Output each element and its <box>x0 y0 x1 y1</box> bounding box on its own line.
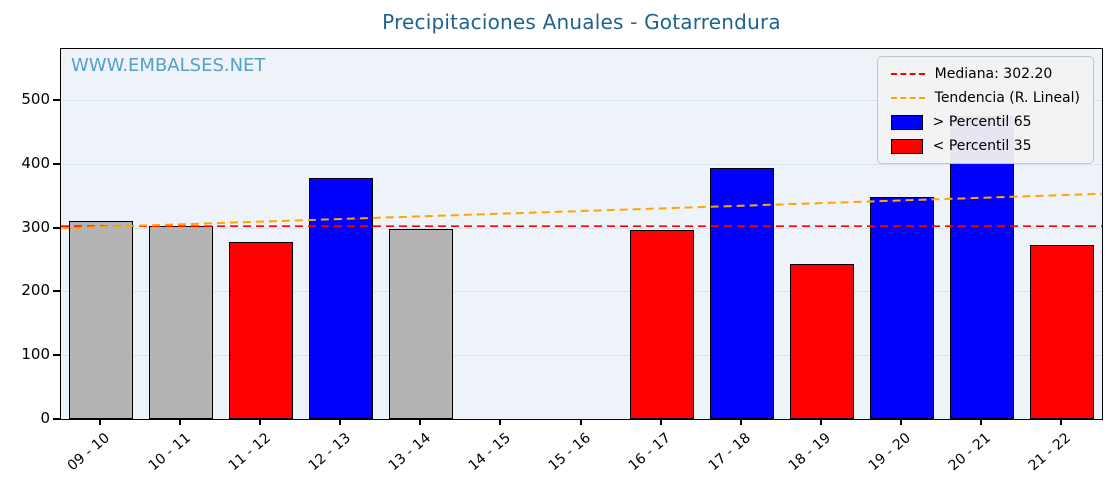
median-line-sample <box>890 73 925 75</box>
bar-16-17 <box>629 229 694 419</box>
legend-item-above-percentile: > Percentil 65 <box>890 114 1080 130</box>
bar-12-13 <box>309 177 374 419</box>
x-tick-label: 10 - 11 <box>145 430 194 475</box>
legend-label-trend: Tendencia (R. Lineal) <box>934 90 1080 106</box>
x-tick-label: 19 - 20 <box>865 430 915 475</box>
bar-09-10 <box>69 221 133 419</box>
y-tick-mark <box>53 162 60 165</box>
bar-18-19 <box>789 264 854 419</box>
x-tick-label: 20 - 21 <box>945 430 995 475</box>
bar-21-22 <box>1030 244 1094 419</box>
y-tick-label: 500 <box>21 90 50 108</box>
y-tick-mark <box>53 354 60 357</box>
trend-line <box>61 192 1102 230</box>
chart-title: Precipitaciones Anuales - Gotarrendura <box>382 10 781 34</box>
bar-19-20 <box>869 197 934 419</box>
legend: Mediana: 302.20 Tendencia (R. Lineal) > … <box>876 56 1094 164</box>
x-tick-mark <box>339 419 342 425</box>
x-tick-mark <box>739 419 742 425</box>
legend-item-below-percentile: < Percentil 35 <box>890 138 1080 154</box>
x-tick-label: 17 - 18 <box>705 430 754 475</box>
x-tick-mark <box>99 419 101 425</box>
legend-item-median: Mediana: 302.20 <box>890 66 1080 82</box>
gridline <box>61 100 1102 101</box>
y-tick-mark <box>53 226 60 229</box>
gridline <box>61 355 1102 357</box>
legend-label-below-percentile: < Percentil 35 <box>932 138 1032 154</box>
gridline <box>61 227 1102 229</box>
gridline <box>61 291 1102 293</box>
y-tick-mark <box>53 418 60 420</box>
x-tick-label: 13 - 14 <box>385 430 434 475</box>
x-tick-mark <box>979 419 982 425</box>
y-tick-label: 400 <box>21 153 50 172</box>
x-tick-label: 11 - 12 <box>225 430 274 475</box>
x-tick-mark <box>579 419 582 425</box>
x-tick-mark <box>499 419 502 425</box>
legend-label-above-percentile: > Percentil 65 <box>932 114 1032 130</box>
x-tick-mark <box>819 419 822 425</box>
x-tick-label: 21 - 22 <box>1026 430 1075 475</box>
x-tick-mark <box>419 419 422 425</box>
bar-11-12 <box>229 242 294 419</box>
y-tick-label: 300 <box>21 217 50 236</box>
gridline <box>61 163 1102 165</box>
bar-20-21 <box>949 116 1014 419</box>
x-tick-label: 12 - 13 <box>305 430 354 475</box>
x-tick-label: 14 - 15 <box>465 430 514 475</box>
y-tick-mark <box>53 99 60 101</box>
below-percentile-swatch <box>890 138 923 154</box>
y-tick-label: 100 <box>21 345 50 364</box>
bar-17-18 <box>709 168 774 419</box>
x-tick-label: 16 - 17 <box>625 430 674 475</box>
x-tick-mark <box>899 419 902 425</box>
x-tick-mark <box>659 419 662 425</box>
trend-line-sample <box>890 97 925 99</box>
bar-13-14 <box>389 228 454 419</box>
above-percentile-swatch <box>890 114 923 130</box>
watermark: WWW.EMBALSES.NET <box>71 55 266 76</box>
x-tick-label: 18 - 19 <box>785 430 834 475</box>
y-tick-label: 200 <box>21 281 50 300</box>
x-tick-mark <box>1060 419 1062 425</box>
legend-item-trend: Tendencia (R. Lineal) <box>890 90 1080 106</box>
legend-label-median: Mediana: 302.20 <box>934 66 1053 82</box>
x-tick-mark <box>259 419 262 425</box>
x-tick-label: 09 - 10 <box>65 430 114 475</box>
x-tick-mark <box>179 419 182 425</box>
y-tick-label: 0 <box>40 409 50 427</box>
x-tick-label: 15 - 16 <box>545 430 594 475</box>
y-tick-mark <box>53 290 60 293</box>
bar-10-11 <box>149 225 214 419</box>
